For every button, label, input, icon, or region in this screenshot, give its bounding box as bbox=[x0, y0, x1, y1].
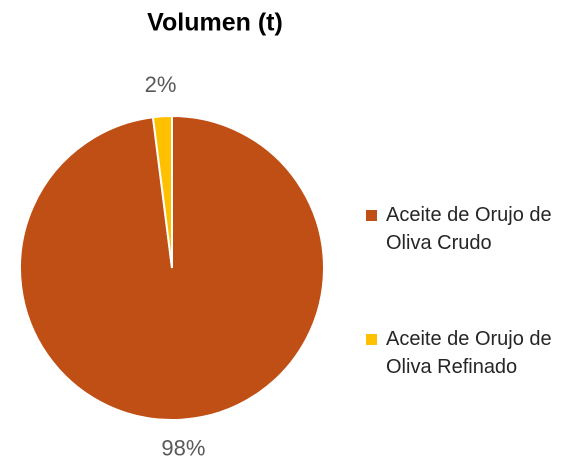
pie-slice bbox=[151, 114, 173, 269]
chart-title: Volumen (t) bbox=[147, 9, 283, 37]
legend-label: Aceite de Orujo de Oliva Crudo bbox=[386, 204, 552, 254]
data-label: 98% bbox=[161, 435, 205, 460]
data-label: 2% bbox=[145, 72, 177, 97]
legend-swatch bbox=[366, 334, 377, 345]
legend-entry: Aceite de Orujo de Oliva Refinado bbox=[366, 325, 561, 381]
legend-entry: Aceite de Orujo de Oliva Crudo bbox=[366, 201, 561, 257]
legend-label: Aceite de Orujo de Oliva Refinado bbox=[386, 328, 552, 378]
legend-swatch bbox=[366, 210, 377, 221]
